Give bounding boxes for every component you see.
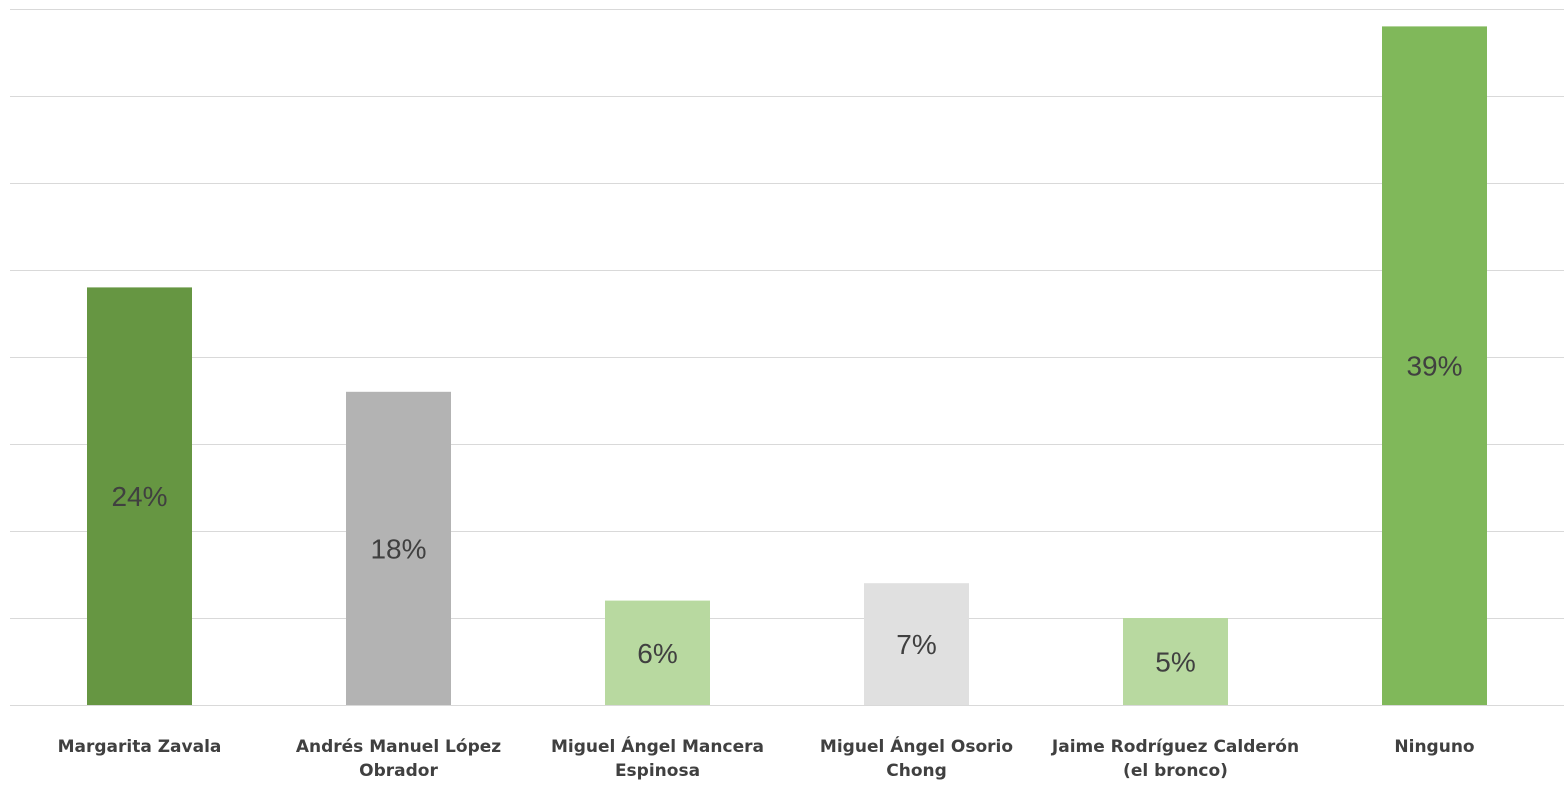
category-label: Andrés Manuel López Obrador bbox=[296, 737, 501, 781]
category-label: Jaime Rodríguez Calderón (el bronco) bbox=[1051, 737, 1299, 781]
data-label: 24% bbox=[111, 481, 167, 512]
category-label: Margarita Zavala bbox=[58, 737, 222, 757]
data-label: 7% bbox=[896, 629, 936, 660]
category-label: Ninguno bbox=[1394, 737, 1474, 757]
gridlines bbox=[10, 9, 1564, 706]
bar bbox=[1123, 618, 1228, 705]
category-label: Miguel Ángel Mancera Espinosa bbox=[551, 735, 764, 781]
category-label: Miguel Ángel Osorio Chong bbox=[820, 735, 1013, 781]
bar bbox=[1382, 26, 1487, 705]
bar bbox=[346, 391, 451, 705]
data-label: 5% bbox=[1155, 647, 1195, 678]
data-label: 6% bbox=[637, 638, 677, 669]
bars bbox=[87, 26, 1487, 705]
bar bbox=[87, 287, 192, 705]
data-label: 39% bbox=[1406, 351, 1462, 382]
bar bbox=[605, 600, 710, 705]
data-labels: 24% 18% 6% 7% 5% 39% bbox=[111, 351, 1462, 678]
category-labels: Margarita Zavala Andrés Manuel López Obrad… bbox=[58, 735, 1475, 781]
bar bbox=[864, 583, 969, 705]
data-label: 18% bbox=[370, 533, 426, 564]
